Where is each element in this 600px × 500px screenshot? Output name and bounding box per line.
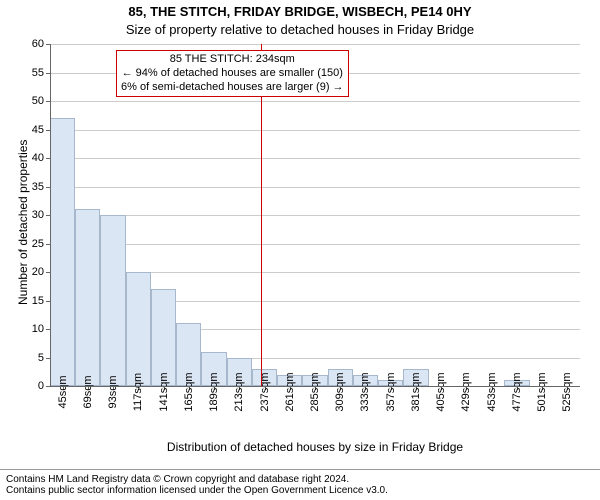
y-axis-line: [50, 44, 51, 386]
grid-line: [50, 244, 580, 245]
y-tick-label: 10: [32, 323, 44, 335]
x-tick-label: 117sqm: [132, 373, 144, 411]
grid-line: [50, 187, 580, 188]
x-tick-label: 189sqm: [208, 372, 220, 411]
x-tick-label: 213sqm: [233, 372, 245, 411]
x-tick-label: 525sqm: [561, 372, 573, 411]
y-tick-label: 30: [32, 209, 44, 221]
chart-title-subtitle: Size of property relative to detached ho…: [0, 22, 600, 37]
y-tick-label: 45: [32, 124, 44, 136]
grid-line: [50, 158, 580, 159]
annotation-box: 85 THE STITCH: 234sqm← 94% of detached h…: [116, 50, 349, 97]
x-tick-label: 69sqm: [82, 375, 94, 408]
x-tick-label: 165sqm: [183, 372, 195, 411]
y-axis-title: Number of detached properties: [16, 140, 30, 305]
y-tick-label: 35: [32, 181, 44, 193]
y-tick-label: 0: [38, 380, 44, 392]
x-tick-label: 309sqm: [334, 372, 346, 411]
x-tick-label: 141sqm: [158, 372, 170, 411]
y-tick-label: 55: [32, 67, 44, 79]
x-tick-label: 261sqm: [284, 372, 296, 411]
x-axis-line: [50, 386, 580, 387]
histogram-bar: [75, 209, 100, 386]
footer-attribution: Contains HM Land Registry data © Crown c…: [0, 469, 600, 500]
x-tick-label: 285sqm: [309, 372, 321, 411]
x-tick-label: 501sqm: [536, 372, 548, 411]
chart-title-address: 85, THE STITCH, FRIDAY BRIDGE, WISBECH, …: [0, 4, 600, 19]
x-tick-label: 237sqm: [259, 372, 271, 411]
x-tick-label: 333sqm: [359, 372, 371, 411]
y-tick-label: 40: [32, 152, 44, 164]
y-tick-label: 25: [32, 238, 44, 250]
x-tick-label: 357sqm: [385, 372, 397, 411]
y-tick-label: 60: [32, 38, 44, 50]
x-tick-label: 93sqm: [107, 375, 119, 408]
annotation-line: 85 THE STITCH: 234sqm: [121, 53, 344, 67]
y-tick-label: 15: [32, 295, 44, 307]
x-tick-label: 405sqm: [435, 372, 447, 411]
x-tick-label: 453sqm: [486, 372, 498, 411]
grid-line: [50, 215, 580, 216]
x-tick-label: 477sqm: [511, 372, 523, 411]
annotation-line: ← 94% of detached houses are smaller (15…: [121, 67, 344, 81]
y-tick-label: 5: [38, 352, 44, 364]
x-tick-label: 429sqm: [460, 372, 472, 411]
y-tick-label: 50: [32, 95, 44, 107]
footer-line-1: Contains HM Land Registry data © Crown c…: [6, 474, 594, 485]
annotation-line: 6% of semi-detached houses are larger (9…: [121, 81, 344, 95]
grid-line: [50, 130, 580, 131]
histogram-bar: [126, 272, 151, 386]
plot-area: 05101520253035404550556045sqm69sqm93sqm1…: [50, 44, 580, 386]
y-tick-label: 20: [32, 266, 44, 278]
x-tick-label: 381sqm: [410, 372, 422, 411]
x-axis-title: Distribution of detached houses by size …: [50, 440, 580, 454]
chart-container: 85, THE STITCH, FRIDAY BRIDGE, WISBECH, …: [0, 0, 600, 500]
histogram-bar: [100, 215, 125, 386]
histogram-bar: [50, 118, 75, 386]
grid-line: [50, 101, 580, 102]
footer-line-2: Contains public sector information licen…: [6, 485, 594, 496]
grid-line: [50, 44, 580, 45]
x-tick-label: 45sqm: [57, 375, 69, 408]
